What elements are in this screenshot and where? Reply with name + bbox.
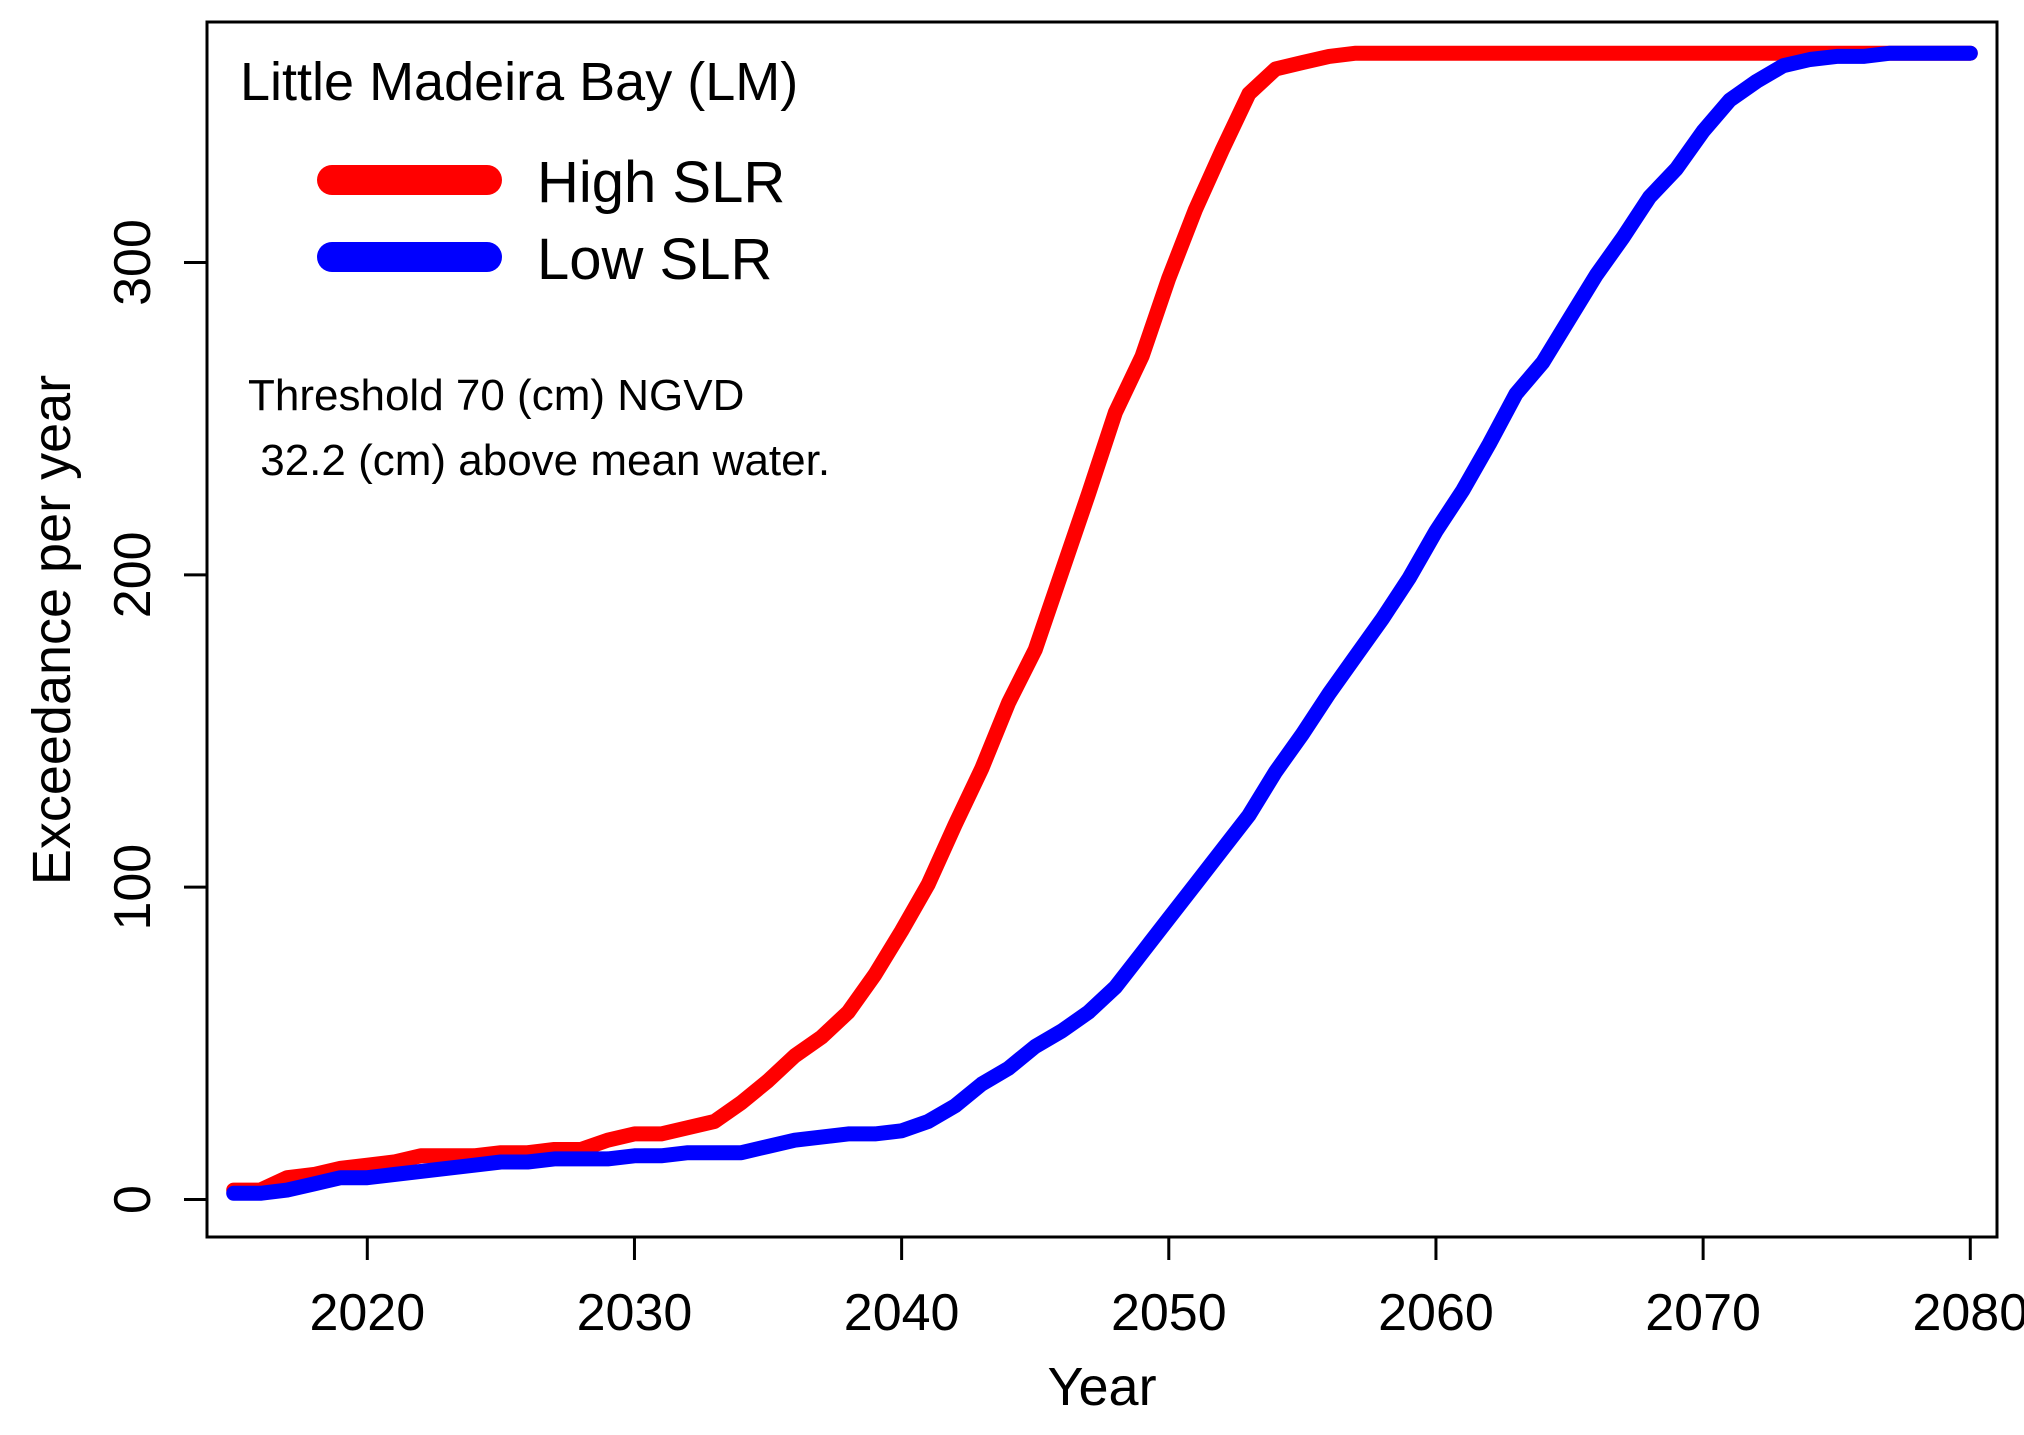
annotation-line-1: Threshold 70 (cm) NGVD [248, 371, 744, 420]
legend-label-high-slr: High SLR [537, 150, 785, 215]
series-line-low-slr [226, 45, 1978, 1201]
y-tick-label-100: 100 [104, 844, 162, 931]
y-tick-label-0: 0 [104, 1185, 162, 1214]
x-tick-label-2050: 2050 [1111, 1284, 1227, 1342]
y-axis-label: Exceedance per year [22, 375, 82, 885]
x-tick-label-2020: 2020 [309, 1284, 425, 1342]
x-axis-label: Year [1047, 1357, 1156, 1417]
series-layer [226, 45, 1978, 1201]
x-tick-label-2060: 2060 [1378, 1284, 1494, 1342]
plot-title: Little Madeira Bay (LM) [240, 52, 798, 112]
x-tick-label-2030: 2030 [577, 1284, 693, 1342]
x-axis: 2020 2030 2040 2050 2060 2070 2080 [309, 1235, 2024, 1342]
x-tick-label-2040: 2040 [844, 1284, 960, 1342]
x-tick-label-2070: 2070 [1645, 1284, 1761, 1342]
legend-label-low-slr: Low SLR [537, 227, 772, 292]
threshold-annotation: Threshold 70 (cm) NGVD 32.2 (cm) above m… [248, 371, 830, 485]
legend: High SLR Low SLR [317, 150, 785, 292]
y-axis: 0 100 200 300 [104, 219, 209, 1214]
series-line-high-slr [226, 45, 1978, 1198]
annotation-line-2: 32.2 (cm) above mean water. [248, 436, 830, 485]
x-tick-label-2080: 2080 [1912, 1284, 2024, 1342]
plot-frame [205, 20, 1999, 1239]
y-tick-label-200: 200 [104, 531, 162, 618]
y-tick-label-300: 300 [104, 219, 162, 306]
